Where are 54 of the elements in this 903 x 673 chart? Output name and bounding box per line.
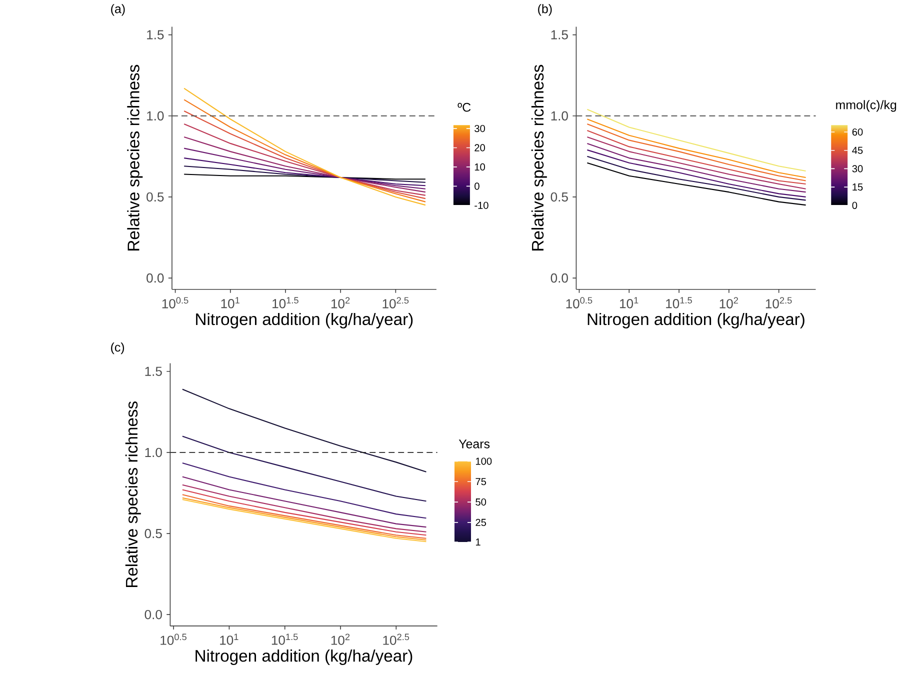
y-tick-label: 1.0 [147, 111, 164, 120]
color-bar-label: 45 [852, 146, 863, 154]
color-bar-label: 100 [476, 458, 492, 465]
color-bar-label: 30 [474, 124, 485, 132]
y-axis-title: Relative species richness [127, 64, 143, 250]
color-bar-label: 30 [852, 165, 863, 172]
color-bar-label: 75 [476, 478, 486, 486]
x-tick-label: 10$^{1}$ [620, 297, 638, 308]
y-tick-label: 0.5 [146, 192, 164, 202]
x-tick-label: 10$^{1}$ [220, 634, 238, 645]
y-tick-label: 0.0 [144, 610, 162, 620]
y-tick-label: 1.5 [551, 30, 568, 40]
x-tick-label: 10$^{0.5}$ [566, 297, 592, 308]
y-tick-label: 1.5 [145, 366, 162, 376]
x-tick-label: 10$^{1.5}$ [666, 297, 692, 308]
color-bar-label: -10 [474, 202, 488, 209]
color-bar-label: 0 [474, 182, 480, 190]
y-tick-label: 1.0 [145, 448, 162, 458]
color-bar-label: 0 [852, 202, 858, 209]
chart-title: (a) [111, 4, 125, 16]
color-bar-label: 60 [852, 128, 863, 136]
x-tick-label: 10$^{2.5}$ [382, 297, 409, 308]
x-tick-label: 10$^{0.5}$ [162, 297, 188, 308]
x-tick-label: 10$^{2}$ [331, 634, 350, 645]
x-tick-label: 10$^{2.5}$ [766, 297, 792, 308]
color-bar-title: mmol(c)/kg [836, 100, 896, 112]
y-tick-label: 0.0 [146, 273, 164, 283]
chart-title: (c) [111, 342, 124, 354]
y-tick-label: 1.0 [551, 111, 568, 120]
x-tick-label: 10$^{2.5}$ [383, 634, 410, 645]
color-bar-label: 20 [474, 144, 485, 152]
color-bar-label: 10 [474, 163, 485, 170]
x-tick-label: 10$^{2}$ [331, 297, 350, 308]
y-tick-label: 0.0 [550, 273, 568, 283]
x-tick-label: 10$^{2}$ [720, 297, 738, 308]
x-axis-title: Nitrogen addition (kg/ha/year) [588, 312, 804, 328]
y-tick-label: 0.5 [144, 528, 162, 538]
chart-title: (b) [538, 4, 552, 16]
x-tick-label: 10$^{1.5}$ [272, 297, 298, 308]
color-bar-title: ºC [458, 102, 471, 112]
color-bar-label: 50 [476, 498, 486, 506]
x-tick-label: 10$^{1.5}$ [272, 634, 298, 645]
y-tick-label: 0.5 [550, 192, 568, 202]
x-axis-title: Nitrogen addition (kg/ha/year) [196, 312, 413, 328]
x-tick-label: 10$^{1}$ [221, 297, 240, 308]
color-bar-label: 25 [476, 518, 486, 526]
x-tick-label: 10$^{0.5}$ [160, 634, 186, 645]
y-tick-label: 1.5 [147, 30, 164, 40]
color-bar-title: Years [458, 440, 490, 448]
y-axis-title: Relative species richness [531, 64, 547, 250]
y-axis-title: Relative species richness [125, 401, 141, 587]
color-bar-label: 15 [852, 183, 863, 191]
x-axis-title: Nitrogen addition (kg/ha/year) [196, 649, 412, 665]
color-bar-label: 1 [476, 538, 480, 546]
